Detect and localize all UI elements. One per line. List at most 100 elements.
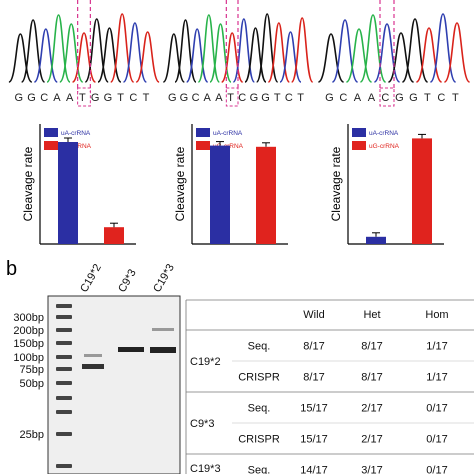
table-group-label: C9*3	[190, 418, 214, 430]
table-cell: 15/17	[300, 403, 328, 415]
trace-peak	[97, 27, 122, 83]
band	[84, 354, 102, 357]
band	[152, 328, 174, 331]
table-cell: 1/17	[426, 372, 447, 384]
table-method: Seq.	[248, 465, 271, 474]
base-letter: G	[261, 92, 273, 104]
legend-label: uA-crRNA	[369, 130, 399, 137]
base-letter: C	[192, 92, 203, 104]
ladder-label: 100bp	[13, 352, 44, 364]
band	[118, 347, 144, 352]
band	[150, 347, 176, 353]
table-cell: 8/17	[361, 341, 382, 353]
legend-swatch	[196, 141, 210, 150]
base-letter: C	[285, 92, 296, 104]
base-letter: T	[143, 92, 153, 104]
base-letter: T	[227, 92, 237, 104]
y-axis-label: Cleavage rate	[21, 146, 35, 221]
trace-peak	[162, 33, 186, 83]
base-letter: T	[274, 92, 284, 104]
panel-b-label: b	[6, 258, 17, 280]
table-method: Seq.	[248, 403, 271, 415]
ladder-band	[56, 315, 72, 319]
table-cell: 8/17	[361, 372, 382, 384]
trace-peak	[317, 33, 345, 83]
trace-peak	[443, 22, 471, 83]
base-letter: G	[91, 92, 103, 104]
base-letter: G	[168, 92, 180, 104]
highlight-box	[77, 87, 91, 107]
table-cell: 1/17	[426, 341, 447, 353]
bar-ua	[58, 142, 78, 244]
base-letter: A	[204, 92, 215, 104]
ladder-band	[56, 396, 72, 400]
table-header: Hom	[425, 309, 448, 321]
trace-peak	[415, 27, 443, 83]
trace-peak	[33, 28, 59, 83]
base-letter: C	[40, 92, 51, 104]
base-letter: C	[437, 92, 448, 104]
legend-swatch	[44, 141, 58, 150]
ladder-label: 150bp	[13, 338, 44, 350]
table-cell: 8/17	[303, 341, 324, 353]
y-axis-label: Cleavage rate	[173, 146, 187, 221]
y-axis-label: Cleavage rate	[329, 146, 343, 221]
ladder-label: 300bp	[13, 312, 44, 324]
table-group-label: C19*2	[190, 356, 221, 368]
trace-peak	[185, 28, 209, 83]
highlight-box	[379, 87, 395, 107]
table-method: Seq.	[248, 341, 271, 353]
table-method: CRISPR	[238, 372, 280, 384]
base-letter: T	[79, 92, 89, 104]
base-letter: T	[297, 92, 307, 104]
base-letter: T	[424, 92, 434, 104]
base-letter: C	[129, 92, 140, 104]
table-cell: 2/17	[361, 403, 382, 415]
ladder-band	[56, 341, 72, 345]
legend-swatch	[352, 128, 366, 137]
ladder-band	[56, 381, 72, 385]
base-letter: G	[104, 92, 116, 104]
legend-label: uA-crRNA	[213, 130, 243, 137]
table-cell: 0/17	[426, 434, 447, 446]
base-letter: G	[409, 92, 421, 104]
base-letter: C	[381, 92, 392, 104]
base-letter: G	[27, 92, 39, 104]
ladder-label: 50bp	[20, 378, 44, 390]
bar-ug	[412, 138, 432, 244]
table-cell: 0/17	[426, 403, 447, 415]
base-letter: A	[53, 92, 64, 104]
base-letter: A	[368, 92, 379, 104]
base-letter: G	[250, 92, 262, 104]
bar-ug	[256, 146, 276, 244]
base-letter: C	[238, 92, 249, 104]
legend-swatch	[196, 128, 210, 137]
bar-ua	[210, 145, 230, 244]
band	[82, 364, 104, 369]
base-letter: G	[180, 92, 192, 104]
table-cell: 15/17	[300, 434, 328, 446]
legend-swatch	[352, 141, 366, 150]
trace-peak	[290, 17, 314, 83]
ladder-label: 75bp	[20, 364, 44, 376]
ladder-band	[56, 367, 72, 371]
base-letter: T	[452, 92, 462, 104]
trace-peak	[345, 28, 373, 83]
legend-label: uA-crRNA	[61, 130, 91, 137]
lane-label: C19*2	[78, 262, 104, 294]
table-method: CRISPR	[238, 434, 280, 446]
ladder-band	[56, 464, 72, 468]
base-letter: G	[395, 92, 407, 104]
base-letter: G	[325, 92, 337, 104]
highlight-box	[225, 87, 239, 107]
ladder-band	[56, 355, 72, 359]
trace-peak	[279, 31, 302, 83]
